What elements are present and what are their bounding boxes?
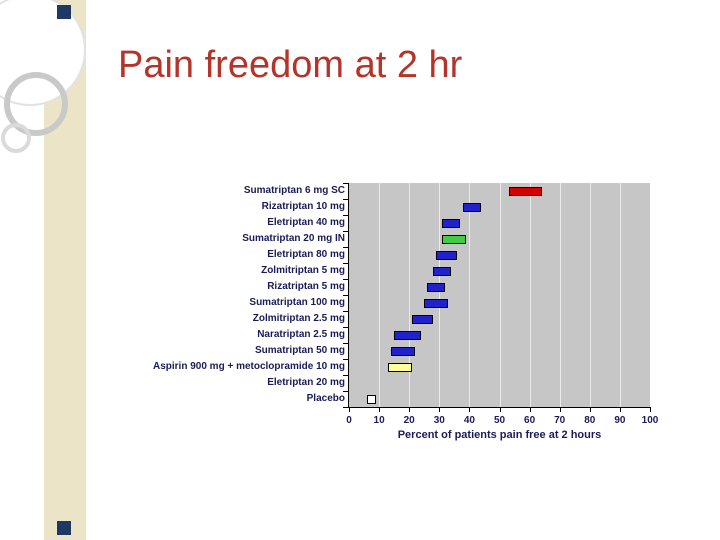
range-bar xyxy=(394,330,422,340)
category-label: Sumatriptan 6 mg SC xyxy=(243,185,345,196)
category-label: Eletriptan 80 mg xyxy=(267,249,345,260)
category-labels: Sumatriptan 6 mg SC Rizatriptan 10 mg Elet… xyxy=(40,183,345,407)
y-tick-mark xyxy=(343,391,348,392)
range-bar xyxy=(433,266,452,276)
range-bar xyxy=(391,346,416,356)
x-tick-label: 80 xyxy=(584,415,596,426)
y-ticks xyxy=(343,183,348,408)
x-tick-label: 30 xyxy=(433,415,445,426)
category-label: Rizatriptan 5 mg xyxy=(267,281,345,292)
gridline xyxy=(379,183,381,407)
x-axis-title: Percent of patients pain free at 2 hours xyxy=(397,429,602,441)
gridline xyxy=(589,183,591,407)
category-label: Zolmitriptan 5 mg xyxy=(261,265,345,276)
x-ticks: 0 10 20 30 40 50 60 70 80 90 100 xyxy=(346,408,658,430)
y-tick-mark xyxy=(343,375,348,376)
gridline xyxy=(499,183,501,407)
y-tick-mark xyxy=(343,183,348,184)
y-tick-mark xyxy=(343,327,348,328)
y-tick-mark xyxy=(343,407,348,408)
range-bar xyxy=(412,314,434,324)
category-label: Sumatriptan 100 mg xyxy=(249,297,345,308)
y-axis-line xyxy=(348,183,349,408)
range-bar xyxy=(436,250,458,260)
category-label: Eletriptan 40 mg xyxy=(267,217,345,228)
gridline xyxy=(439,183,441,407)
bottom-accent-square xyxy=(57,521,71,535)
category-label: Zolmitriptan 2.5 mg xyxy=(252,313,345,324)
range-bar xyxy=(424,298,449,308)
x-tick-mark xyxy=(529,408,531,412)
y-tick-mark xyxy=(343,295,348,296)
y-tick-mark xyxy=(343,199,348,200)
range-bar xyxy=(367,394,377,404)
x-tick-label: 10 xyxy=(373,415,385,426)
category-label: Eletriptan 20 mg xyxy=(267,377,345,388)
range-bar xyxy=(427,282,446,292)
y-tick-mark xyxy=(343,343,348,344)
range-bar xyxy=(442,234,467,244)
x-tick-mark xyxy=(379,408,381,412)
x-tick-label: 100 xyxy=(641,415,659,426)
x-tick-mark xyxy=(650,408,651,412)
y-tick-mark xyxy=(343,247,348,248)
x-tick-mark xyxy=(589,408,591,412)
range-bar xyxy=(388,362,413,372)
x-tick-mark xyxy=(349,408,350,412)
x-tick-label: 50 xyxy=(493,415,506,426)
x-tick-mark xyxy=(559,408,561,412)
y-tick-mark xyxy=(343,215,348,216)
x-tick-label: 70 xyxy=(554,415,566,426)
category-label: Aspirin 900 mg + metoclopramide 10 mg xyxy=(152,361,345,372)
x-tick-mark xyxy=(619,408,621,412)
x-tick-label: 40 xyxy=(463,415,475,426)
x-tick-label: 60 xyxy=(524,415,536,426)
decorative-circles xyxy=(0,0,86,153)
gridline xyxy=(619,183,621,407)
x-tick-mark xyxy=(439,408,441,412)
top-accent-square xyxy=(57,5,71,19)
category-label: Sumatriptan 20 mg IN xyxy=(242,233,345,244)
range-bar xyxy=(442,218,461,228)
gridline xyxy=(409,183,411,407)
y-tick-mark xyxy=(343,231,348,232)
range-bar xyxy=(463,202,482,212)
category-label: Sumatriptan 50 mg xyxy=(254,345,345,356)
x-tick-label: 20 xyxy=(403,415,415,426)
x-tick-mark xyxy=(469,408,471,412)
x-axis-line xyxy=(344,407,651,408)
category-label: Rizatriptan 10 mg xyxy=(261,201,345,212)
x-tick-mark xyxy=(499,408,501,412)
gridline xyxy=(469,183,471,407)
gridline xyxy=(529,183,531,407)
category-label: Naratriptan 2.5 mg xyxy=(257,329,345,340)
x-tick-label: 90 xyxy=(614,415,626,426)
y-tick-mark xyxy=(343,279,348,280)
x-tick-mark xyxy=(409,408,411,412)
slide-title: Pain freedom at 2 hr xyxy=(118,44,463,86)
gridline xyxy=(559,183,561,407)
range-bar xyxy=(508,186,542,196)
y-tick-mark xyxy=(343,263,348,264)
y-tick-mark xyxy=(343,359,348,360)
x-tick-label: 0 xyxy=(346,415,352,426)
y-tick-mark xyxy=(343,311,348,312)
plot-area xyxy=(349,183,650,407)
category-label: Placebo xyxy=(306,393,345,404)
